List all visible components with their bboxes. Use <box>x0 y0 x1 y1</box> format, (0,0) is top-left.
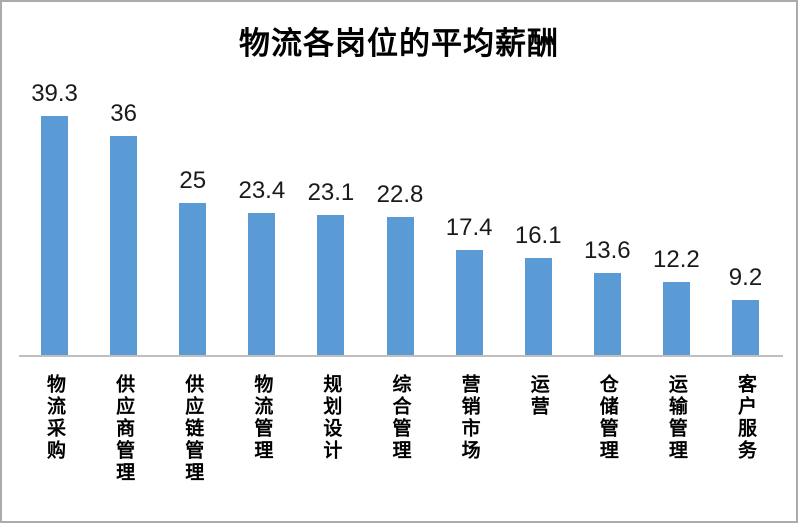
category-labels-row: 物流采购 供应商管理 供应链管理 物流管理 规划设计 综合管理 营销市场 运营 仓储管理 运输管理… <box>20 374 780 484</box>
bar-slot: 17.4 <box>435 72 504 356</box>
bar-value-label: 23.4 <box>238 177 286 204</box>
category-slot: 规划设计 <box>296 374 365 462</box>
chart-title: 物流各岗位的平均薪酬 <box>239 26 559 61</box>
category-label: 营销市场 <box>458 374 480 462</box>
bar <box>731 300 759 356</box>
category-label: 物流采购 <box>44 374 66 462</box>
bars-row: 39.3 36 25 23.4 23.1 22.8 17.4 16.1 13.6 12.2 9.2 <box>20 72 780 356</box>
bar <box>41 116 69 356</box>
bar-slot: 22.8 <box>365 72 434 356</box>
bar-slot: 23.1 <box>296 72 365 356</box>
bar-slot: 36 <box>89 72 158 356</box>
category-slot: 物流管理 <box>227 374 296 462</box>
bar-slot: 12.2 <box>642 72 711 356</box>
category-slot: 运营 <box>504 374 573 418</box>
category-slot: 综合管理 <box>365 374 434 462</box>
bar <box>593 273 621 356</box>
category-label: 综合管理 <box>389 374 411 462</box>
bar-slot: 9.2 <box>711 72 780 356</box>
bar-value-label: 25 <box>179 167 207 194</box>
category-slot: 运输管理 <box>642 374 711 462</box>
bar <box>110 136 138 356</box>
category-label: 运营 <box>527 374 549 418</box>
category-label: 供应链管理 <box>182 374 204 484</box>
bar-slot: 23.4 <box>227 72 296 356</box>
bar-slot: 13.6 <box>573 72 642 356</box>
category-slot: 营销市场 <box>435 374 504 462</box>
bar <box>662 282 690 356</box>
category-slot: 供应链管理 <box>158 374 227 484</box>
bar-value-label: 39.3 <box>31 80 78 107</box>
bar <box>317 215 345 356</box>
category-slot: 仓储管理 <box>573 374 642 462</box>
category-label: 供应商管理 <box>113 374 135 484</box>
bar-value-label: 23.1 <box>307 179 355 206</box>
bar <box>455 250 483 356</box>
category-slot: 物流采购 <box>20 374 89 462</box>
bar-value-label: 12.2 <box>653 246 700 273</box>
bar-value-label: 22.8 <box>376 181 424 208</box>
bar <box>179 203 207 356</box>
x-axis-line <box>19 355 783 357</box>
bar-value-label: 17.4 <box>445 214 493 241</box>
bar <box>248 213 276 356</box>
category-label: 客户服务 <box>734 374 756 462</box>
bar-value-label: 36 <box>110 100 137 127</box>
category-label: 规划设计 <box>320 374 342 462</box>
bar <box>386 217 414 356</box>
bar <box>524 258 552 356</box>
category-label: 运输管理 <box>665 374 687 462</box>
category-label: 物流管理 <box>251 374 273 462</box>
bar-slot: 25 <box>158 72 227 356</box>
category-slot: 供应商管理 <box>89 374 158 484</box>
bar-value-label: 9.2 <box>728 264 763 291</box>
category-label: 仓储管理 <box>596 374 618 462</box>
category-slot: 客户服务 <box>711 374 780 462</box>
bar-slot: 39.3 <box>20 72 89 356</box>
bar-value-label: 13.6 <box>583 237 631 264</box>
bar-value-label: 16.1 <box>514 222 562 249</box>
bar-slot: 16.1 <box>504 72 573 356</box>
